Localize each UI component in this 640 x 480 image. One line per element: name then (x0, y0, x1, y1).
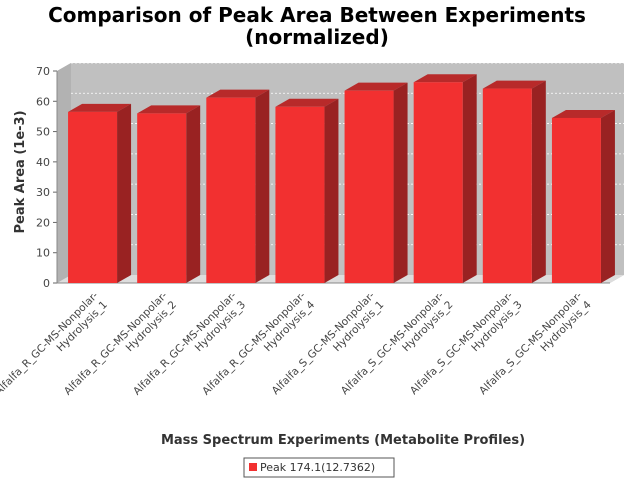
bar-front (137, 113, 187, 284)
bar (344, 82, 408, 283)
x-axis-title: Mass Spectrum Experiments (Metabolite Pr… (161, 433, 525, 448)
bar (551, 109, 615, 283)
bar-top (413, 74, 477, 83)
chart-title-line-2: (normalized) (245, 25, 389, 49)
legend-label: Peak 174.1(12.7362) (260, 461, 375, 474)
y-tick-label: 10 (36, 247, 50, 260)
bar-side (117, 103, 132, 283)
bar-side (600, 109, 615, 283)
bar-front (413, 82, 463, 283)
bar-front (275, 106, 325, 283)
bar-front (482, 88, 532, 284)
bar-top (68, 103, 132, 112)
plot-left-wall (57, 63, 71, 283)
plot-floor (57, 275, 624, 283)
x-axis-categories: Alfalfa_R_GC-MS-Nonpolar-Hydrolysis_1Alf… (0, 289, 594, 397)
bar-top (137, 105, 201, 114)
y-tick-label: 20 (36, 216, 50, 229)
bars (68, 74, 615, 284)
bar-side (462, 74, 477, 283)
bar-front (551, 117, 601, 283)
bar-side (393, 82, 408, 283)
bar-top (482, 80, 546, 89)
bar (275, 98, 339, 283)
bar-side (324, 98, 339, 283)
legend: Peak 174.1(12.7362) (243, 457, 395, 478)
bar (206, 89, 270, 283)
bar (482, 80, 546, 284)
y-tick-label: 0 (43, 277, 50, 290)
bar-front (68, 111, 118, 283)
bar (413, 74, 477, 283)
bar-top (344, 82, 408, 91)
bar-side (186, 105, 201, 284)
bar-front (344, 90, 394, 283)
bar-side (255, 89, 270, 283)
y-tick-label: 70 (36, 65, 50, 78)
y-tick-label: 60 (36, 95, 50, 108)
x-tick-label: Alfalfa_R_GC-MS-Nonpolar-Hydrolysis_1 (0, 289, 110, 397)
bar-top (206, 89, 270, 98)
legend-swatch (249, 463, 257, 471)
chart-title-line-1: Comparison of Peak Area Between Experime… (48, 3, 586, 27)
bar-side (531, 80, 546, 284)
bar-top (551, 109, 615, 118)
y-axis-title: Peak Area (1e-3) (13, 110, 28, 233)
bar-front (206, 97, 256, 283)
y-tick-label: 50 (36, 126, 50, 139)
bar (137, 105, 201, 284)
y-tick-label: 40 (36, 156, 50, 169)
y-tick-label: 30 (36, 186, 50, 199)
legend-frame (243, 457, 395, 478)
bar-top (275, 98, 339, 107)
bar (68, 103, 132, 283)
